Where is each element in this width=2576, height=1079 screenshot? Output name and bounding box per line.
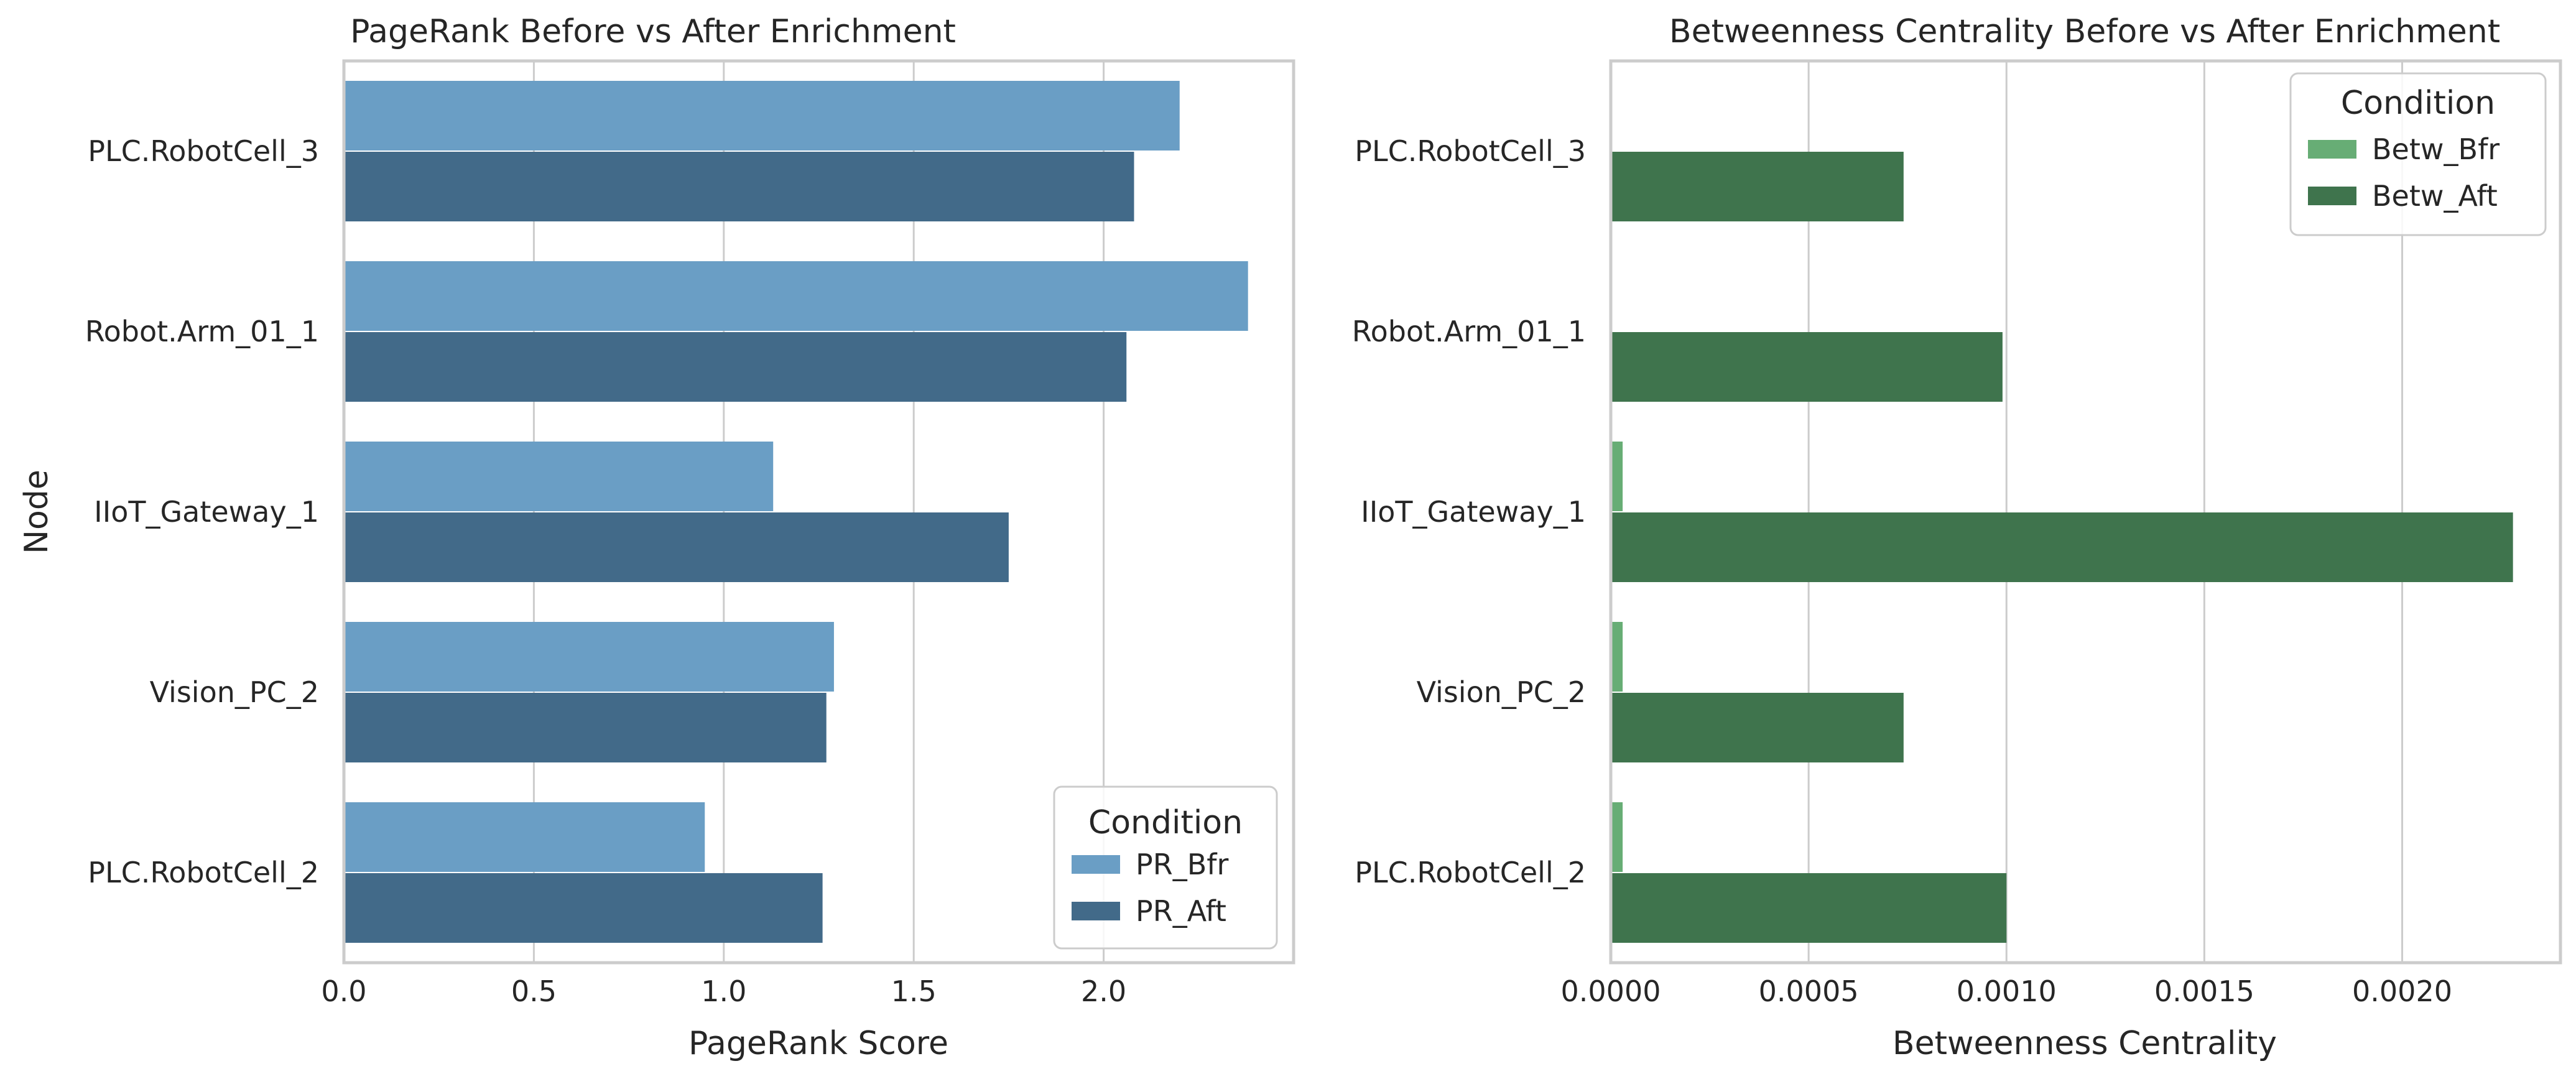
legend-label-betw-aft: Betw_Aft [2372, 179, 2498, 213]
betweenness-y-tick-label: Robot.Arm_01_1 [1352, 315, 1586, 348]
betweenness-x-tick-label: 0.0005 [1759, 975, 1859, 1008]
pagerank-chart-title: PageRank Before vs After Enrichment [350, 13, 956, 50]
betweenness-chart-title: Betweenness Centrality Before vs After E… [1669, 13, 2500, 50]
betweenness-x-tick-label: 0.0000 [1561, 975, 1661, 1008]
pagerank-y-tick-label: IIoT_Gateway_1 [94, 495, 319, 529]
legend-swatch-betw-aft [2308, 187, 2356, 205]
betweenness-x-tick-label: 0.0020 [2352, 975, 2452, 1008]
betweenness-x-axis-label: Betweenness Centrality [1893, 1025, 2277, 1062]
betweenness-x-tick-labels: 0.0000 0.0005 0.0010 0.0015 0.0020 [1561, 975, 2452, 1008]
legend-label-pr-aft: PR_Aft [1136, 894, 1226, 928]
bar-betw-bfr-vision-pc-2 [1611, 622, 1623, 692]
pagerank-x-tick-label: 1.5 [891, 975, 937, 1008]
betweenness-chart: Betweenness Centrality Before vs After E… [1352, 13, 2562, 1062]
pagerank-legend-title: Condition [1088, 804, 1243, 841]
bar-pr-aft-plc-robotcell-2 [344, 873, 823, 943]
pagerank-x-tick-label: 0.0 [321, 975, 366, 1008]
pagerank-y-tick-label: PLC.RobotCell_2 [88, 856, 319, 889]
bar-pr-bfr-iiot-gateway-1 [344, 442, 774, 511]
pagerank-x-tick-labels: 0.0 0.5 1.0 1.5 2.0 [321, 975, 1126, 1008]
betweenness-x-tick-label: 0.0010 [1957, 975, 2057, 1008]
betweenness-plot-frame [1609, 59, 2562, 965]
betweenness-y-tick-label: PLC.RobotCell_3 [1355, 134, 1586, 168]
betweenness-y-tick-label: PLC.RobotCell_2 [1355, 856, 1586, 889]
bar-betw-aft-robot-arm-01-1 [1611, 332, 2003, 402]
pagerank-x-axis-label: PageRank Score [688, 1025, 948, 1062]
pagerank-y-axis-label: Node [18, 470, 55, 554]
pagerank-x-tick-label: 0.5 [511, 975, 557, 1008]
betweenness-y-tick-label: Vision_PC_2 [1417, 675, 1586, 709]
pagerank-y-tick-label: Robot.Arm_01_1 [85, 315, 319, 348]
legend-swatch-pr-aft [1072, 902, 1120, 920]
betweenness-y-tick-labels: PLC.RobotCell_3 Robot.Arm_01_1 IIoT_Gatewa… [1352, 134, 1586, 889]
pagerank-bars [344, 81, 1248, 943]
legend-swatch-pr-bfr [1072, 855, 1120, 874]
betweenness-legend: Condition Betw_Bfr Betw_Aft [2289, 72, 2547, 236]
pagerank-x-tick-label: 2.0 [1081, 975, 1126, 1008]
betweenness-y-tick-label: IIoT_Gateway_1 [1361, 495, 1586, 529]
pagerank-x-tick-label: 1.0 [701, 975, 746, 1008]
bar-pr-aft-iiot-gateway-1 [344, 512, 1009, 582]
pagerank-plot-frame [342, 59, 1295, 965]
betweenness-legend-title: Condition [2341, 85, 2495, 122]
bar-betw-aft-vision-pc-2 [1611, 693, 1904, 762]
bar-pr-bfr-vision-pc-2 [344, 622, 834, 692]
legend-label-pr-bfr: PR_Bfr [1136, 848, 1228, 881]
betweenness-bars [1611, 152, 2513, 943]
bar-betw-bfr-iiot-gateway-1 [1611, 442, 1623, 511]
bar-betw-bfr-plc-robotcell-2 [1611, 802, 1623, 872]
pagerank-chart: PageRank Before vs After Enrichment PLC.… [18, 13, 1295, 1062]
pagerank-y-tick-label: PLC.RobotCell_3 [88, 134, 319, 168]
bar-pr-aft-robot-arm-01-1 [344, 332, 1127, 402]
bar-pr-aft-plc-robotcell-3 [344, 152, 1134, 221]
legend-label-betw-bfr: Betw_Bfr [2372, 132, 2500, 166]
pagerank-y-tick-label: Vision_PC_2 [150, 675, 319, 709]
betweenness-x-tick-label: 0.0015 [2154, 975, 2254, 1008]
bar-betw-aft-iiot-gateway-1 [1611, 512, 2513, 582]
bar-pr-bfr-plc-robotcell-2 [344, 802, 705, 872]
bar-betw-aft-plc-robotcell-2 [1611, 873, 2007, 943]
bar-pr-bfr-plc-robotcell-3 [344, 81, 1180, 151]
pagerank-y-tick-labels: PLC.RobotCell_3 Robot.Arm_01_1 IIoT_Gatewa… [85, 134, 319, 889]
bar-pr-aft-vision-pc-2 [344, 693, 827, 762]
bar-pr-bfr-robot-arm-01-1 [344, 261, 1248, 331]
bar-betw-aft-plc-robotcell-3 [1611, 152, 1904, 221]
pagerank-legend: Condition PR_Bfr PR_Aft [1053, 785, 1278, 950]
legend-swatch-betw-bfr [2308, 140, 2356, 159]
